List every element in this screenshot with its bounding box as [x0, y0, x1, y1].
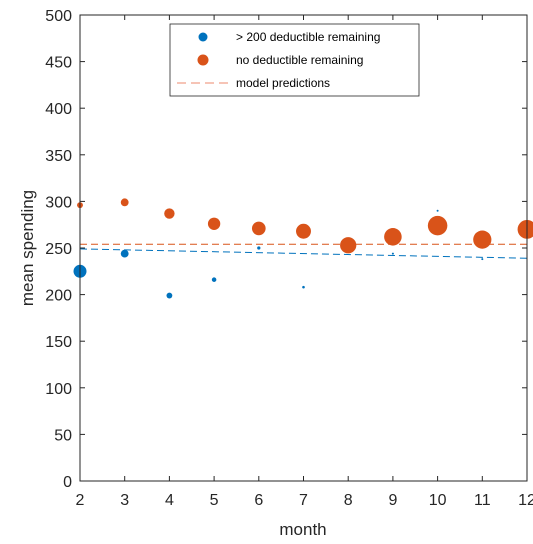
y-tick-label-300: 300 — [45, 194, 72, 211]
y-tick-label-500: 500 — [45, 8, 72, 25]
x-tick-label-9: 9 — [388, 492, 397, 509]
y-axis-title: mean spending — [18, 190, 37, 306]
point-series1-month-3 — [120, 198, 129, 207]
legend-label-deductible-remaining: > 200 deductible remaining — [236, 30, 380, 44]
point-series0-month-6 — [257, 246, 261, 250]
x-axis-title: month — [279, 520, 326, 539]
point-series0-month-5 — [211, 277, 217, 282]
point-series1-month-11 — [473, 230, 492, 249]
y-tick-label-250: 250 — [45, 241, 72, 258]
point-series0-month-3 — [120, 249, 129, 258]
x-tick-label-6: 6 — [254, 492, 263, 509]
legend-label-no-deductible: no deductible remaining — [236, 53, 363, 67]
x-tick-labels: 2 3 4 5 6 7 8 9 10 11 12 — [76, 492, 533, 509]
legend-label-model-predictions: model predictions — [236, 76, 330, 90]
x-tick-label-3: 3 — [120, 492, 129, 509]
y-tick-label-200: 200 — [45, 288, 72, 305]
x-tick-label-5: 5 — [210, 492, 219, 509]
point-series0-month-7 — [302, 285, 305, 289]
point-series0-month-9 — [391, 252, 394, 255]
point-series1-month-7 — [296, 223, 311, 239]
x-tick-label-10: 10 — [429, 492, 447, 509]
legend-marker-no-deductible — [197, 54, 209, 66]
y-tick-label-100: 100 — [45, 381, 72, 398]
y-tick-label-400: 400 — [45, 101, 72, 118]
point-series1-month-10 — [427, 215, 448, 236]
point-series1-month-12 — [517, 219, 533, 239]
point-series1-month-8 — [340, 237, 357, 254]
point-series0-month-11 — [481, 258, 484, 261]
legend-marker-deductible-remaining — [198, 32, 208, 42]
model-prediction-line-0 — [79, 248, 528, 259]
x-tick-label-2: 2 — [76, 492, 85, 509]
y-tick-labels: 0 50 100 150 200 250 300 350 400 450 500 — [45, 8, 72, 491]
y-tick-label-50: 50 — [54, 427, 72, 444]
legend: > 200 deductible remaining no deductible… — [169, 23, 420, 97]
x-tick-label-7: 7 — [299, 492, 308, 509]
point-series1-month-6 — [251, 221, 266, 236]
point-series1-month-9 — [384, 228, 402, 246]
point-series0-month-4 — [166, 292, 173, 299]
legend-box — [169, 23, 420, 97]
point-series1-month-5 — [207, 217, 221, 230]
point-series0-month-10 — [436, 209, 439, 212]
y-tick-label-0: 0 — [63, 474, 72, 491]
y-tick-label-350: 350 — [45, 148, 72, 165]
data-points — [73, 198, 533, 299]
plot-frame — [79, 14, 528, 482]
x-tick-label-12: 12 — [518, 492, 533, 509]
x-tick-label-4: 4 — [165, 492, 174, 509]
y-tick-label-450: 450 — [45, 55, 72, 72]
x-tick-label-11: 11 — [474, 492, 491, 509]
point-series1-month-4 — [164, 208, 175, 219]
y-tick-label-150: 150 — [45, 334, 72, 351]
x-tick-label-8: 8 — [344, 492, 353, 509]
model-prediction-lines — [79, 243, 528, 259]
